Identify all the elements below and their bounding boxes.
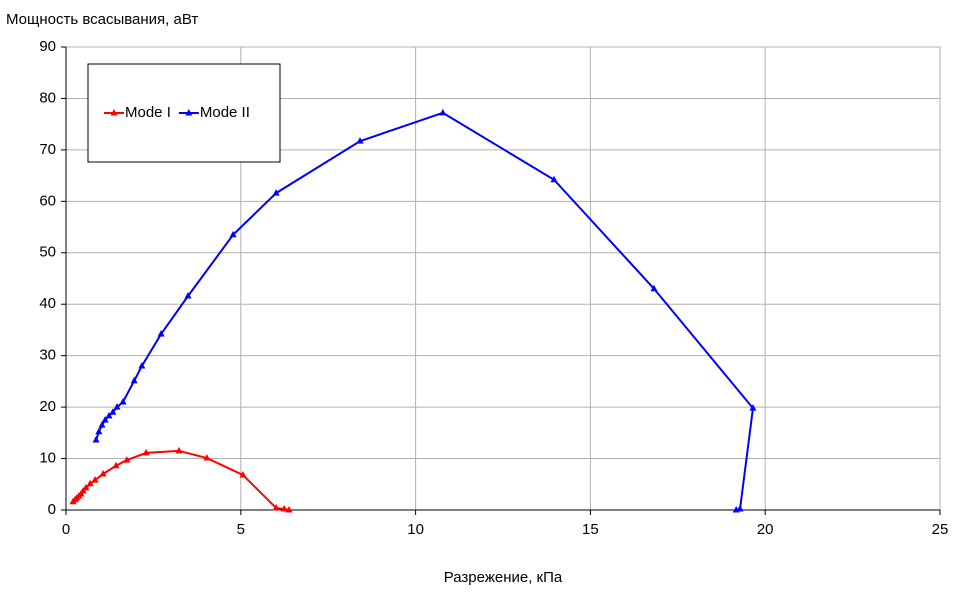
point-marker (272, 189, 280, 196)
x-tick-label: 20 (757, 521, 774, 538)
point-marker (280, 504, 288, 512)
y-tick-label: 80 (39, 89, 56, 106)
point-marker (123, 456, 131, 463)
y-tick-label: 10 (39, 450, 56, 467)
point-marker (105, 411, 113, 419)
point-marker (239, 471, 247, 478)
x-tick-label: 5 (237, 521, 245, 538)
legend-label: Mode II (200, 104, 250, 121)
point-marker (749, 404, 757, 411)
x-tick-label: 0 (62, 521, 70, 538)
point-marker (119, 397, 127, 405)
point-marker (439, 108, 447, 116)
point-marker (157, 330, 165, 337)
point-marker (203, 454, 211, 461)
y-tick-label: 20 (39, 398, 56, 415)
point-marker (732, 506, 740, 513)
x-tick-label: 10 (407, 521, 424, 538)
legend-label: Mode I (125, 104, 171, 121)
legend-marker (110, 109, 118, 116)
point-marker (92, 436, 100, 443)
y-tick-label: 60 (39, 192, 56, 209)
x-axis-label: Разрежение, кПа (444, 569, 563, 586)
point-marker (86, 479, 94, 487)
y-tick-label: 70 (39, 141, 56, 158)
y-tick-label: 90 (39, 38, 56, 55)
point-marker (736, 504, 744, 512)
point-marker (184, 291, 192, 299)
legend-marker (185, 109, 193, 116)
point-marker (109, 408, 117, 415)
point-marker (356, 137, 364, 144)
point-marker (229, 230, 237, 238)
point-marker (112, 461, 120, 469)
y-tick-label: 30 (39, 347, 56, 364)
point-marker (142, 448, 150, 456)
x-tick-label: 15 (582, 521, 599, 538)
point-marker (101, 415, 109, 423)
point-marker (550, 175, 558, 183)
point-marker (138, 361, 146, 369)
point-marker (82, 483, 90, 491)
point-marker (285, 506, 293, 513)
x-tick-label: 25 (932, 521, 949, 538)
point-marker (650, 284, 658, 292)
y-tick-label: 0 (48, 501, 56, 518)
point-marker (272, 503, 280, 511)
point-marker (91, 476, 99, 483)
point-marker (99, 469, 107, 477)
point-marker (113, 403, 121, 410)
point-marker (130, 376, 138, 384)
y-tick-label: 50 (39, 244, 56, 261)
chart-title: Мощность всасывания, аВт (6, 11, 198, 28)
point-marker (175, 446, 183, 454)
point-marker (95, 427, 103, 435)
y-tick-label: 40 (39, 295, 56, 312)
point-marker (98, 421, 106, 428)
